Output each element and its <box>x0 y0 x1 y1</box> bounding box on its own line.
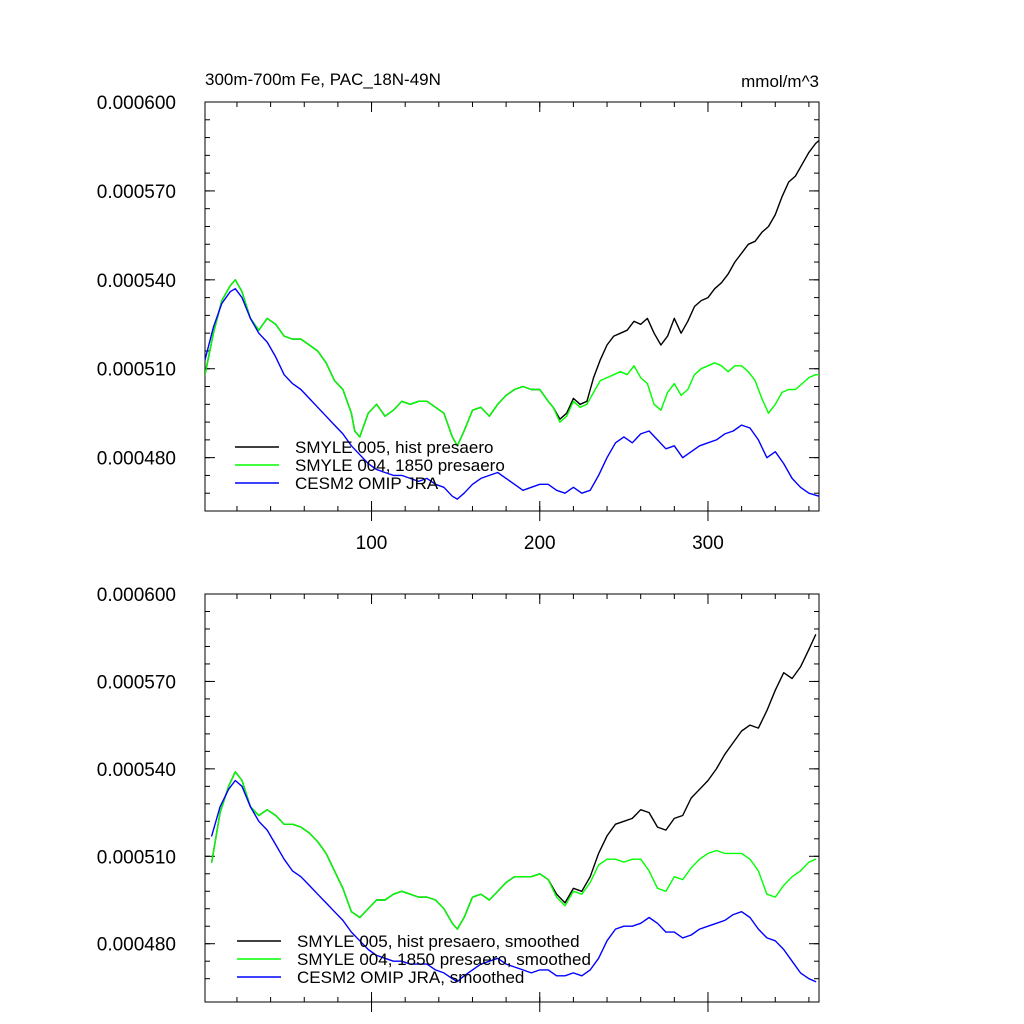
legend-label-3: CESM2 OMIP JRA <box>295 474 439 493</box>
legend-label-2: SMYLE 004, 1850 presaero <box>295 456 505 475</box>
legend-label-3: CESM2 OMIP JRA, smoothed <box>297 968 524 987</box>
series-line-2 <box>205 279 819 447</box>
x-tick-label: 300 <box>692 533 724 554</box>
chart-title: 300m-700m Fe, PAC_18N-49N <box>205 70 441 89</box>
chart-panel-2: 0.000480 0.000510 0.000540 0.000570 0.000600… <box>97 585 820 1012</box>
series-line-3 <box>210 779 817 983</box>
y-tick-label: 0.000570 <box>97 182 176 203</box>
chart-units: mmol/m^3 <box>741 72 819 91</box>
series-line-1 <box>210 634 817 930</box>
y-tick-label: 0.000600 <box>97 585 176 606</box>
y-tick-label: 0.000540 <box>97 271 176 292</box>
legend-label-1: SMYLE 005, hist presaero <box>295 438 493 457</box>
y-tick-label: 0.000540 <box>97 760 176 781</box>
x-tick-label: 200 <box>524 533 556 554</box>
y-tick-label: 0.000510 <box>97 847 176 868</box>
chart-panel-1: 100 200 300 0.000480 0.000510 0.000540 0.00057… <box>97 70 820 554</box>
series-line-2 <box>210 771 817 930</box>
series-line-3 <box>205 288 819 500</box>
y-tick-label: 0.000600 <box>97 93 176 114</box>
y-tick-label: 0.000570 <box>97 672 176 693</box>
legend-label-2: SMYLE 004, 1850 presaero, smoothed <box>297 950 591 969</box>
legend-label-1: SMYLE 005, hist presaero, smoothed <box>297 932 580 951</box>
y-tick-label: 0.000480 <box>97 935 176 956</box>
y-tick-label: 0.000480 <box>97 449 176 470</box>
plot-frame <box>204 593 820 1003</box>
x-tick-label: 100 <box>356 533 388 554</box>
y-tick-label: 0.000510 <box>97 360 176 381</box>
plot-frame <box>204 101 820 512</box>
series-line-1 <box>205 139 819 447</box>
